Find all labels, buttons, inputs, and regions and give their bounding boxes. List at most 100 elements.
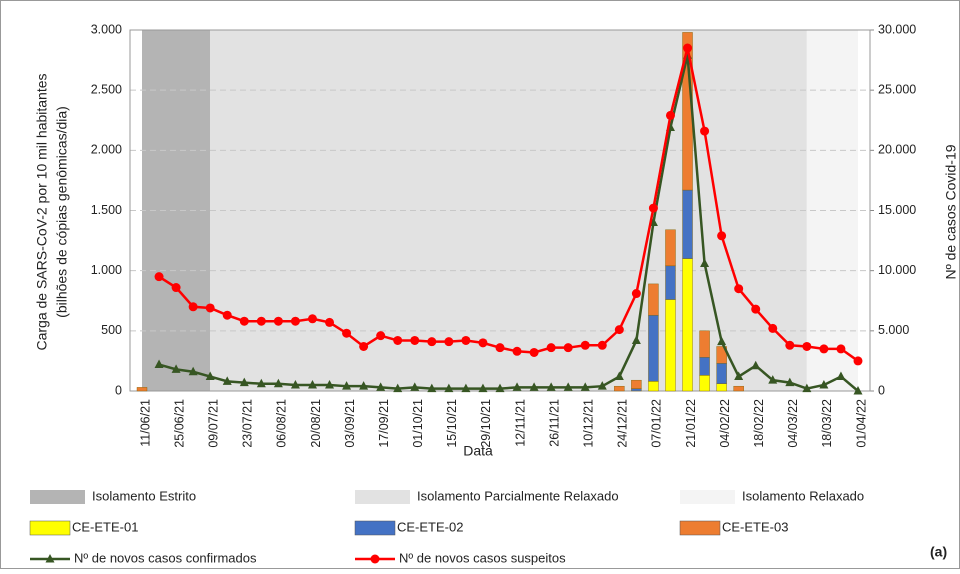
marker — [307, 314, 317, 324]
marker — [614, 325, 624, 335]
marker — [154, 359, 164, 369]
marker — [648, 203, 658, 213]
bar — [665, 299, 676, 392]
marker — [495, 343, 505, 353]
marker — [171, 364, 181, 373]
marker — [700, 258, 710, 267]
marker — [359, 341, 369, 351]
marker — [273, 316, 283, 326]
bar — [699, 357, 710, 376]
x-tick-label: 09/07/21 — [206, 399, 220, 448]
bar — [136, 387, 148, 392]
x-tick-label: 17/09/21 — [377, 399, 391, 448]
bar — [648, 314, 659, 382]
x-tick-label: 06/08/21 — [275, 399, 289, 448]
marker — [205, 303, 215, 313]
marker — [580, 382, 590, 391]
marker — [478, 383, 488, 393]
y2-tick-label: 0 — [878, 383, 885, 397]
y2-tick-label: 10.000 — [878, 263, 916, 277]
marker — [222, 310, 232, 320]
marker — [734, 371, 744, 381]
bar — [648, 381, 659, 392]
marker — [444, 383, 454, 393]
marker — [819, 379, 829, 389]
x-tick-label: 23/07/21 — [241, 399, 255, 448]
bar — [716, 383, 727, 392]
y-tick-label: 3.000 — [91, 22, 122, 36]
x-tick-label: 04/02/22 — [718, 399, 732, 448]
bar — [665, 265, 676, 300]
bar — [682, 258, 693, 392]
marker — [597, 381, 607, 390]
bar — [648, 283, 659, 316]
marker — [376, 382, 386, 391]
legend-swatch — [355, 490, 410, 504]
marker — [239, 377, 249, 387]
marker — [563, 343, 573, 353]
marker — [256, 316, 266, 326]
marker — [734, 284, 744, 294]
marker — [410, 335, 420, 345]
y-tick-label: 1.500 — [91, 203, 122, 217]
marker — [853, 356, 863, 366]
y2-tick-label: 20.000 — [878, 143, 916, 157]
y-axis-label: (bilhões de cópias genômicas/dia) — [54, 106, 70, 318]
x-tick-label: 18/03/22 — [820, 399, 834, 448]
y-tick-label: 1.000 — [91, 263, 122, 277]
x-tick-label: 20/08/21 — [309, 399, 323, 448]
marker — [222, 376, 232, 385]
x-tick-label: 12/11/21 — [513, 399, 527, 447]
marker — [239, 316, 249, 326]
x-tick-label: 01/10/21 — [411, 399, 425, 448]
legend-label: Isolamento Estrito — [92, 488, 196, 503]
bar — [665, 229, 676, 267]
marker — [342, 328, 352, 338]
x-tick-label: 18/02/22 — [752, 399, 766, 448]
marker — [597, 340, 607, 350]
y-tick-label: 0 — [115, 383, 122, 397]
x-tick-label: 04/03/22 — [786, 399, 800, 448]
legend-label: CE-ETE-02 — [397, 519, 463, 534]
marker — [836, 371, 846, 381]
marker — [290, 316, 300, 326]
marker — [580, 340, 590, 350]
bar — [682, 189, 693, 259]
bar — [733, 385, 744, 392]
marker — [393, 335, 403, 345]
x-tick-label: 25/06/21 — [172, 399, 186, 448]
marker — [154, 272, 164, 282]
marker — [853, 386, 863, 395]
y-tick-label: 2.500 — [91, 82, 122, 96]
marker — [683, 43, 693, 53]
x-tick-label: 15/10/21 — [445, 399, 459, 448]
marker — [307, 379, 317, 389]
x-axis-label: Data — [463, 443, 493, 459]
line — [158, 54, 859, 392]
marker — [512, 346, 522, 356]
marker — [171, 283, 181, 293]
marker — [427, 383, 437, 393]
y-tick-label: 500 — [101, 323, 122, 337]
x-tick-label: 01/04/22 — [854, 399, 868, 448]
x-tick-label: 07/01/22 — [650, 399, 664, 448]
marker — [768, 323, 778, 333]
marker — [700, 126, 710, 136]
x-tick-label: 21/01/22 — [684, 399, 698, 448]
marker — [631, 289, 641, 299]
marker — [461, 383, 471, 393]
marker — [546, 343, 556, 353]
legend-label: Isolamento Relaxado — [742, 488, 864, 503]
marker — [478, 338, 488, 348]
marker — [768, 375, 778, 384]
bar — [699, 330, 710, 358]
y-axis-label: Carga de SARS-CoV-2 por 10 mil habitante… — [34, 73, 50, 350]
marker — [785, 340, 795, 350]
marker — [461, 335, 471, 345]
marker — [290, 379, 300, 389]
legend-label: Nº de novos casos suspeitos — [399, 550, 566, 565]
bar — [631, 388, 642, 392]
marker — [188, 302, 198, 312]
marker — [751, 360, 761, 370]
legend-swatch — [29, 520, 71, 536]
